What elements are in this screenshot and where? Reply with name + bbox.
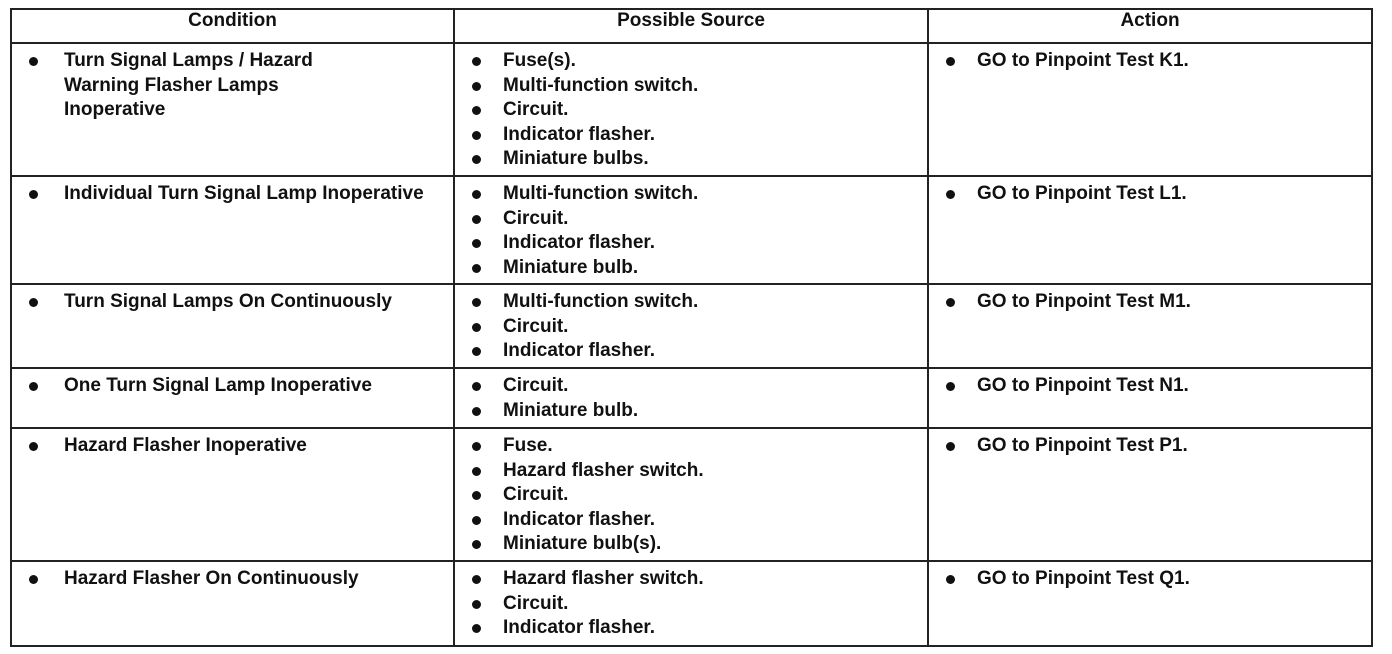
- condition-cell: Turn Signal Lamps / Hazard Warning Flash…: [10, 42, 455, 177]
- source-item: Indicator flasher.: [455, 123, 927, 148]
- source-item: Multi-function switch.: [455, 182, 927, 207]
- source-item: Circuit.: [455, 483, 927, 508]
- condition: Hazard Flasher Inoperative: [12, 434, 444, 459]
- action: GO to Pinpoint Test Q1.: [929, 567, 1371, 592]
- row: Individual Turn Signal Lamp Inoperative M…: [10, 175, 1373, 285]
- row: Hazard Flasher On Continuously Hazard fla…: [10, 560, 1373, 647]
- source-item: Indicator flasher.: [455, 339, 927, 364]
- condition-cell: Hazard Flasher On Continuously: [10, 560, 455, 647]
- action-cell: GO to Pinpoint Test P1.: [927, 427, 1373, 562]
- source-item: Fuse.: [455, 434, 927, 459]
- action: GO to Pinpoint Test K1.: [929, 49, 1371, 74]
- source-item: Multi-function switch.: [455, 74, 927, 99]
- row: Turn Signal Lamps On Continuously Multi-f…: [10, 283, 1373, 369]
- source-item: Indicator flasher.: [455, 616, 927, 641]
- condition-cell: Individual Turn Signal Lamp Inoperative: [10, 175, 455, 285]
- source-item: Miniature bulb.: [455, 399, 927, 424]
- source-item: Indicator flasher.: [455, 508, 927, 533]
- source-cell: Fuse. Hazard flasher switch. Circuit. Indic…: [453, 427, 929, 562]
- source-item: Miniature bulb.: [455, 256, 927, 281]
- source-item: Fuse(s).: [455, 49, 927, 74]
- source-item: Circuit.: [455, 207, 927, 232]
- action: GO to Pinpoint Test N1.: [929, 374, 1371, 399]
- condition: Turn Signal Lamps On Continuously: [12, 290, 444, 315]
- source-item: Miniature bulbs.: [455, 147, 927, 172]
- source-list: Circuit. Miniature bulb.: [455, 374, 927, 423]
- action-cell: GO to Pinpoint Test Q1.: [927, 560, 1373, 647]
- row: Turn Signal Lamps / Hazard Warning Flash…: [10, 42, 1373, 177]
- condition-cell: Hazard Flasher Inoperative: [10, 427, 455, 562]
- source-item: Indicator flasher.: [455, 231, 927, 256]
- header-cell: Action: [927, 8, 1373, 44]
- source-item: Miniature bulb(s).: [455, 532, 927, 557]
- source-list: Fuse(s). Multi-function switch. Circuit. In…: [455, 49, 927, 172]
- action: GO to Pinpoint Test P1.: [929, 434, 1371, 459]
- source-item: Circuit.: [455, 592, 927, 617]
- header-row: Condition Possible Source Action: [10, 8, 1373, 44]
- row: One Turn Signal Lamp Inoperative Circuit.…: [10, 367, 1373, 429]
- condition-cell: One Turn Signal Lamp Inoperative: [10, 367, 455, 429]
- source-list: Fuse. Hazard flasher switch. Circuit. Indic…: [455, 434, 927, 557]
- source-item: Hazard flasher switch.: [455, 567, 927, 592]
- condition-cell: Turn Signal Lamps On Continuously: [10, 283, 455, 369]
- source-list: Hazard flasher switch. Circuit. Indicator …: [455, 567, 927, 641]
- action: GO to Pinpoint Test M1.: [929, 290, 1371, 315]
- condition: Hazard Flasher On Continuously: [12, 567, 444, 592]
- condition: Turn Signal Lamps / Hazard Warning Flash…: [12, 49, 364, 123]
- action: GO to Pinpoint Test L1.: [929, 182, 1371, 207]
- source-cell: Circuit. Miniature bulb.: [453, 367, 929, 429]
- source-item: Hazard flasher switch.: [455, 459, 927, 484]
- source-cell: Multi-function switch. Circuit. Indicator …: [453, 283, 929, 369]
- action-cell: GO to Pinpoint Test K1.: [927, 42, 1373, 177]
- source-item: Circuit.: [455, 315, 927, 340]
- troubleshooting-table: Condition Possible Source Action Turn Si…: [10, 8, 1373, 647]
- header-cell: Condition: [10, 8, 455, 44]
- row: Hazard Flasher Inoperative Fuse. Hazard fl…: [10, 427, 1373, 562]
- condition: Individual Turn Signal Lamp Inoperative: [12, 182, 444, 207]
- source-cell: Fuse(s). Multi-function switch. Circuit. In…: [453, 42, 929, 177]
- action-cell: GO to Pinpoint Test M1.: [927, 283, 1373, 369]
- source-item: Circuit.: [455, 374, 927, 399]
- header-cell: Possible Source: [453, 8, 929, 44]
- source-item: Circuit.: [455, 98, 927, 123]
- source-cell: Hazard flasher switch. Circuit. Indicator …: [453, 560, 929, 647]
- source-list: Multi-function switch. Circuit. Indicator …: [455, 182, 927, 280]
- action-cell: GO to Pinpoint Test N1.: [927, 367, 1373, 429]
- source-cell: Multi-function switch. Circuit. Indicator …: [453, 175, 929, 285]
- source-item: Multi-function switch.: [455, 290, 927, 315]
- action-cell: GO to Pinpoint Test L1.: [927, 175, 1373, 285]
- table-body: Turn Signal Lamps / Hazard Warning Flash…: [10, 42, 1373, 647]
- condition: One Turn Signal Lamp Inoperative: [12, 374, 444, 399]
- source-list: Multi-function switch. Circuit. Indicator …: [455, 290, 927, 364]
